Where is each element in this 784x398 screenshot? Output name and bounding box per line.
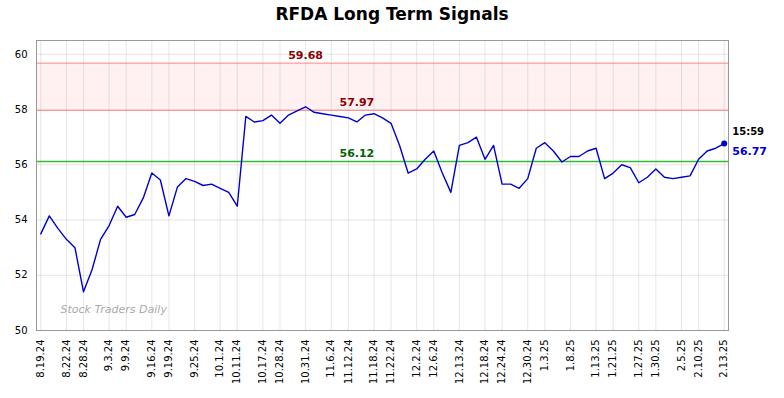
- svg-text:1.8.25: 1.8.25: [565, 340, 576, 372]
- svg-text:15:59: 15:59: [732, 126, 764, 137]
- svg-text:1.13.25: 1.13.25: [590, 340, 601, 378]
- svg-text:8.22.24: 8.22.24: [61, 340, 72, 378]
- svg-text:12.30.24: 12.30.24: [522, 340, 533, 385]
- svg-text:1.21.25: 1.21.25: [607, 340, 618, 378]
- svg-text:58: 58: [15, 104, 28, 115]
- html-text:RFDA Long Term Signals: RFDA Long Term Signals: [275, 4, 509, 24]
- svg-text:9.25.24: 9.25.24: [189, 340, 200, 378]
- svg-text:9.19.24: 9.19.24: [163, 340, 174, 378]
- svg-text:12.24.24: 12.24.24: [496, 340, 507, 385]
- svg-text:11.6.24: 11.6.24: [325, 340, 336, 378]
- svg-text:56.77: 56.77: [732, 145, 767, 158]
- svg-text:9.3.24: 9.3.24: [103, 340, 114, 372]
- svg-text:12.18.24: 12.18.24: [479, 340, 490, 385]
- svg-text:8.19.24: 8.19.24: [35, 340, 46, 378]
- svg-text:10.11.24: 10.11.24: [231, 340, 242, 385]
- svg-text:2.13.25: 2.13.25: [718, 340, 729, 378]
- svg-text:11.22.24: 11.22.24: [385, 340, 396, 385]
- svg-text:1.3.25: 1.3.25: [539, 340, 550, 372]
- svg-text:52: 52: [15, 269, 28, 280]
- svg-text:10.17.24: 10.17.24: [257, 340, 268, 385]
- svg-text:2.10.25: 2.10.25: [693, 340, 704, 378]
- svg-text:59.68: 59.68: [288, 49, 323, 62]
- svg-text:1.30.25: 1.30.25: [650, 340, 661, 378]
- svg-text:10.31.24: 10.31.24: [300, 340, 311, 385]
- svg-text:11.18.24: 11.18.24: [368, 340, 379, 385]
- svg-text:12.13.24: 12.13.24: [454, 340, 465, 385]
- svg-text:9.16.24: 9.16.24: [146, 340, 157, 378]
- svg-text:8.28.24: 8.28.24: [78, 340, 89, 378]
- svg-text:56.12: 56.12: [339, 147, 374, 160]
- svg-text:12.2.24: 12.2.24: [411, 340, 422, 378]
- svg-text:2.5.25: 2.5.25: [676, 340, 687, 372]
- svg-text:56: 56: [15, 159, 28, 170]
- svg-text:11.12.24: 11.12.24: [343, 340, 354, 385]
- svg-text:9.9.24: 9.9.24: [120, 340, 131, 372]
- svg-text:10.1.24: 10.1.24: [214, 340, 225, 378]
- svg-text:54: 54: [15, 214, 28, 225]
- svg-text:57.97: 57.97: [339, 96, 374, 109]
- svg-text:Stock Traders Daily: Stock Traders Daily: [61, 303, 168, 316]
- svg-text:1.27.25: 1.27.25: [633, 340, 644, 378]
- svg-text:10.28.24: 10.28.24: [274, 340, 285, 385]
- svg-text:50: 50: [15, 325, 28, 336]
- svg-text:12.6.24: 12.6.24: [428, 340, 439, 378]
- svg-text:60: 60: [15, 49, 28, 60]
